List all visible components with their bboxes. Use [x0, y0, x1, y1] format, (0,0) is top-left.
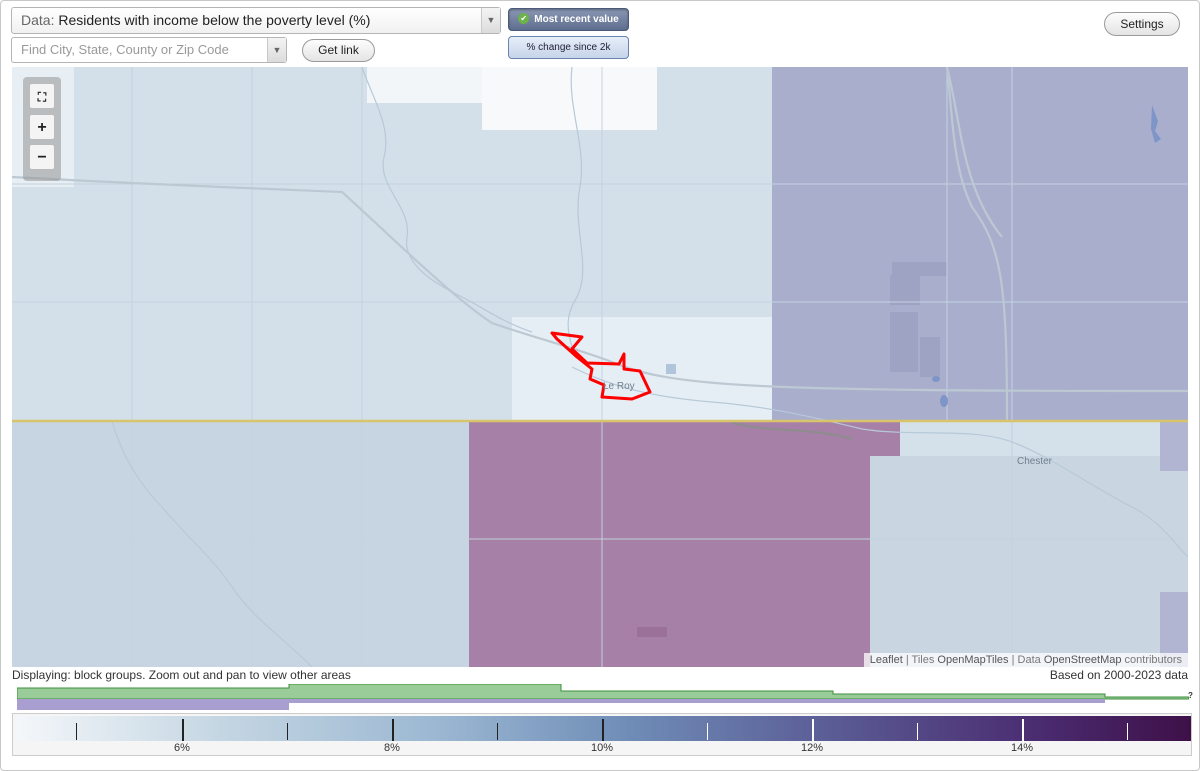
zoom-out-button[interactable]: −: [29, 144, 55, 170]
attribution-sep-tiles: | Tiles: [902, 654, 938, 666]
legend-label: 14%: [1010, 742, 1034, 754]
most-recent-value-toggle[interactable]: ✔ Most recent value: [508, 8, 629, 31]
legend-label: 8%: [384, 742, 400, 754]
region-north-light: [367, 67, 482, 103]
map-attribution: Leaflet | Tiles OpenMapTiles | Data Open…: [863, 653, 1188, 667]
openstreetmap-link[interactable]: OpenStreetMap: [1043, 654, 1122, 666]
region-northeast: [772, 67, 1188, 421]
legend-label: 10%: [590, 742, 614, 754]
change-since-2k-toggle[interactable]: % change since 2k: [508, 36, 629, 59]
region-southwest: [12, 421, 469, 667]
place-label-le-roy: Le Roy: [603, 381, 635, 392]
color-legend: 6% 8% 10% 12% 14%: [12, 713, 1192, 756]
chevron-down-icon[interactable]: ▼: [481, 8, 500, 33]
zoom-in-button[interactable]: +: [29, 114, 55, 140]
data-range-note: Based on 2000-2023 data: [1049, 668, 1188, 682]
map-canvas[interactable]: [12, 67, 1188, 667]
place-label-chester: Chester: [1017, 456, 1053, 467]
value-histogram: [17, 684, 1189, 710]
histogram-help-icon[interactable]: ?: [1188, 691, 1193, 700]
most-recent-value-label: Most recent value: [534, 14, 619, 25]
checkmark-icon: ✔: [518, 12, 530, 24]
attribution-suffix: contributors: [1121, 654, 1182, 666]
chevron-down-icon[interactable]: ▼: [267, 38, 286, 62]
legend-label: 6%: [174, 742, 190, 754]
location-search-placeholder: Find City, State, County or Zip Code: [21, 42, 229, 57]
leaflet-link[interactable]: Leaflet: [869, 654, 903, 666]
region-southeast: [870, 456, 1188, 667]
openmaptiles-link[interactable]: OpenMapTiles: [937, 654, 1009, 666]
map[interactable]: Le Roy Chester ⛶ + − Leaflet | Tiles Ope…: [12, 67, 1188, 667]
get-link-button[interactable]: Get link: [302, 39, 375, 62]
data-select-value: Residents with income below the poverty …: [58, 12, 371, 28]
attribution-sep-data: | Data: [1008, 654, 1044, 666]
location-search-input[interactable]: Find City, State, County or Zip Code ▼: [11, 37, 287, 63]
region-south-magenta: [469, 421, 870, 667]
settings-button[interactable]: Settings: [1104, 12, 1180, 36]
region-north-lighter: [482, 67, 657, 130]
color-ramp: [16, 716, 1191, 741]
displaying-status: Displaying: block groups. Zoom out and p…: [12, 668, 351, 682]
legend-label: 12%: [800, 742, 824, 754]
data-select-prefix: Data:: [21, 12, 55, 28]
highlighted-place-outline: [550, 331, 652, 401]
fullscreen-icon[interactable]: ⛶: [29, 83, 55, 109]
data-select[interactable]: Data: Residents with income below the po…: [11, 7, 501, 34]
zoom-controls: ⛶ + −: [23, 77, 61, 181]
